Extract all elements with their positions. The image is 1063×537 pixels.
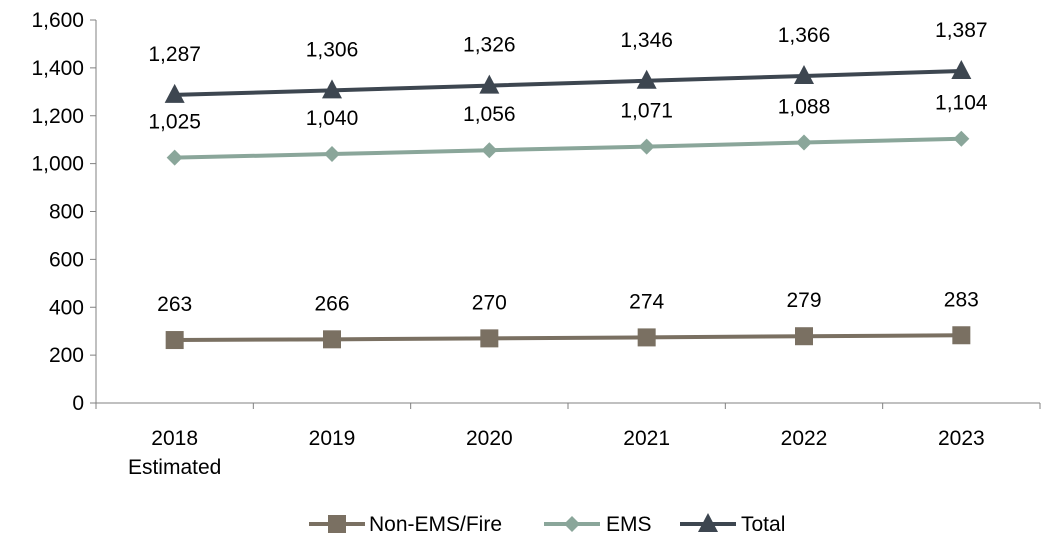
data-point — [795, 327, 813, 346]
axes: 0 200 400 600 800 1,000 1,200 1,400 1,600 2018 Est… — [31, 9, 1041, 479]
data-label: 1,306 — [306, 38, 359, 61]
legend-label: Non-EMS/Fire — [369, 513, 502, 536]
x-tick-label: 2018 Estimated — [128, 427, 221, 479]
series-line-total — [174, 68, 962, 97]
series-layer — [164, 59, 972, 350]
y-tick-label: 400 — [49, 296, 84, 319]
y-tick-label: 800 — [49, 201, 84, 224]
y-tick-label: 1,600 — [31, 9, 84, 32]
data-label: 1,346 — [620, 29, 673, 52]
data-point — [322, 79, 342, 99]
x-tick-label: 2019 — [309, 427, 356, 450]
y-tick-label: 1,400 — [31, 57, 84, 80]
data-label: 270 — [472, 291, 507, 314]
data-label: 1,040 — [306, 107, 359, 130]
y-tick-label: 1,200 — [31, 105, 84, 128]
data-label: 1,387 — [935, 19, 988, 42]
data-point — [324, 146, 340, 163]
data-label: 1,326 — [463, 34, 516, 57]
data-label: 1,088 — [778, 96, 831, 119]
x-tick-label: 2021 — [623, 427, 670, 450]
x-tick-label: 2023 — [938, 427, 985, 450]
data-labels: 263 266 270 274 279 283 1,025 1,040 1,056 1,071 1,… — [148, 19, 988, 316]
data-point — [323, 330, 341, 349]
data-point — [480, 329, 499, 348]
y-tick-label: 600 — [49, 248, 84, 271]
x-tick-label: 2022 — [781, 427, 828, 450]
data-point — [794, 65, 814, 85]
x-tick-label: 2020 — [466, 427, 513, 450]
legend-marker — [328, 515, 346, 533]
legend-label: EMS — [606, 513, 652, 536]
data-point — [636, 69, 657, 89]
data-point — [637, 328, 656, 347]
data-point — [953, 130, 970, 147]
data-label: 283 — [944, 288, 979, 311]
y-tick-label: 1,000 — [31, 153, 84, 176]
y-tick-label: 200 — [49, 344, 84, 367]
data-point — [165, 331, 184, 350]
data-label: 274 — [629, 290, 664, 313]
data-label: 1,287 — [148, 43, 201, 66]
data-point — [164, 83, 185, 103]
data-point — [479, 74, 500, 94]
data-point — [166, 149, 183, 166]
data-label: 1,071 — [620, 100, 673, 123]
data-point — [951, 59, 972, 79]
data-label: 1,366 — [778, 24, 831, 47]
data-label: 1,056 — [463, 103, 516, 126]
series-line-ems — [174, 136, 962, 160]
y-tick-label: 0 — [72, 392, 84, 415]
data-label: 263 — [157, 293, 192, 316]
legend-marker — [564, 516, 580, 532]
data-label: 279 — [786, 289, 821, 312]
data-point — [481, 142, 498, 159]
data-label: 1,025 — [148, 111, 201, 134]
data-point — [796, 134, 812, 151]
legend: Non-EMS/Fire EMS Total — [309, 513, 785, 536]
data-label: 1,104 — [935, 92, 988, 115]
legend-label: Total — [741, 513, 785, 536]
data-point — [638, 138, 655, 155]
legend-marker — [698, 513, 718, 532]
series-line-non-ems-fire — [174, 333, 962, 343]
data-point — [952, 326, 971, 345]
data-label: 266 — [314, 292, 349, 315]
